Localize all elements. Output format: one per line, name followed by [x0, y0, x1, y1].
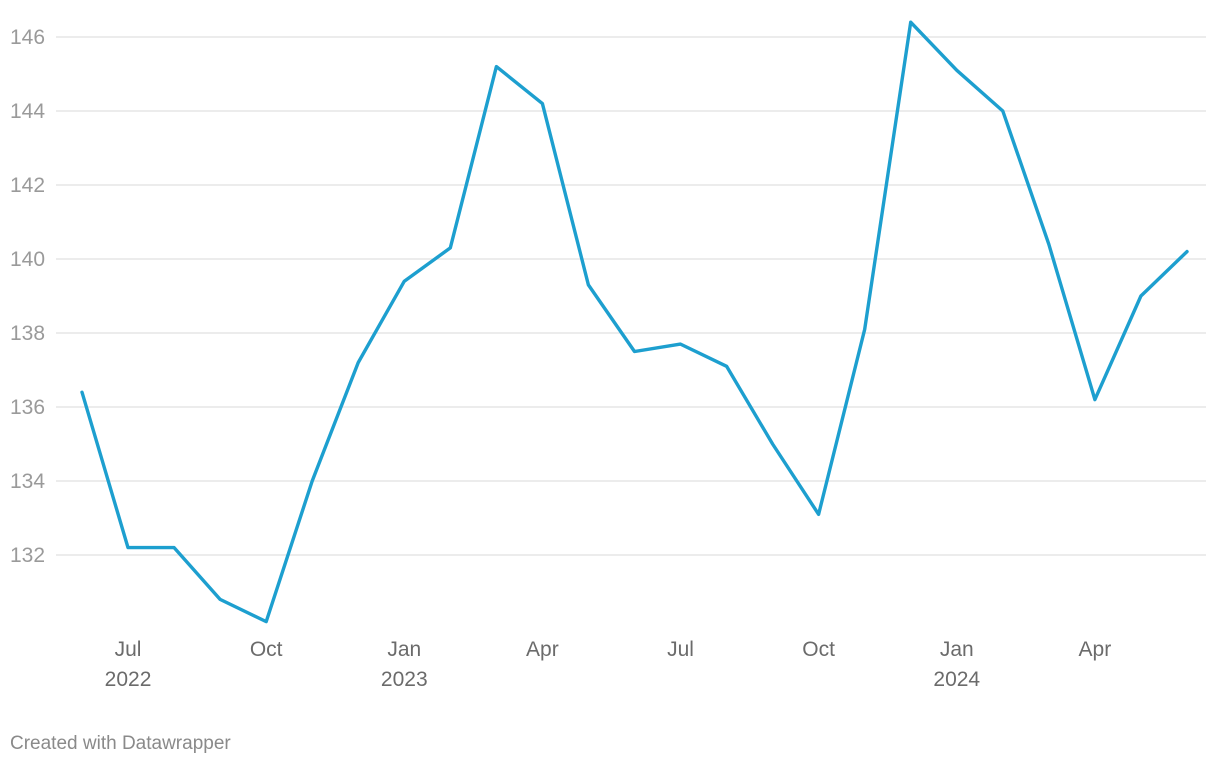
x-tick-label: Jan	[387, 638, 421, 661]
y-tick-label: 144	[10, 100, 45, 123]
x-tick-label: Jul	[667, 638, 694, 661]
x-tick-year-label: 2022	[105, 668, 152, 691]
line-chart: 132 134 136 138 140 142 144 146 Jul 2022 Oct Jan 20…	[10, 20, 1206, 691]
x-tick-year-label: 2023	[381, 668, 428, 691]
x-tick-label: Apr	[526, 638, 559, 661]
x-tick-label: Jul	[115, 638, 142, 661]
y-tick-label: 134	[10, 470, 45, 493]
x-tick-label: Oct	[802, 638, 835, 661]
y-tick-label: 142	[10, 174, 45, 197]
y-tick-label: 136	[10, 396, 45, 419]
x-tick-label: Apr	[1079, 638, 1112, 661]
y-tick-label: 140	[10, 248, 45, 271]
y-tick-label: 138	[10, 322, 45, 345]
y-axis-tick-labels: 132 134 136 138 140 142 144 146	[10, 26, 45, 567]
x-tick-label: Oct	[250, 638, 283, 661]
x-tick-year-label: 2024	[933, 668, 980, 691]
x-axis-tick-labels: Jul 2022 Oct Jan 2023 Apr Jul Oct Jan 2024 Apr	[105, 638, 1112, 691]
chart-credit: Created with Datawrapper	[10, 733, 231, 754]
grid-lines	[56, 36, 1206, 556]
series-lines	[80, 20, 1189, 624]
series-line-1	[80, 20, 1189, 624]
y-tick-label: 146	[10, 26, 45, 49]
y-tick-label: 132	[10, 544, 45, 567]
x-tick-label: Jan	[940, 638, 974, 661]
